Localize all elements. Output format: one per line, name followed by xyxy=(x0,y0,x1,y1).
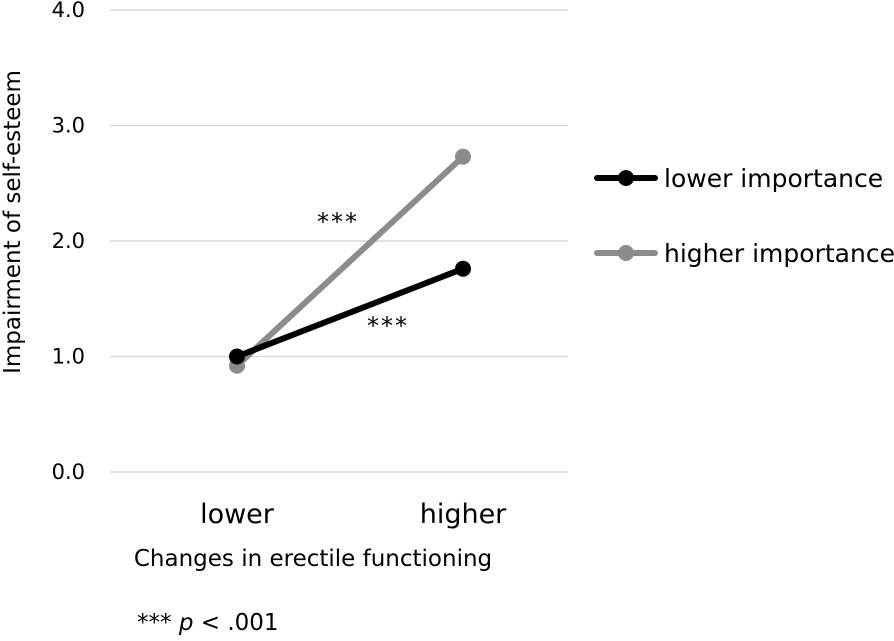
legend-label: higher importance xyxy=(664,239,894,268)
data-point xyxy=(455,148,471,165)
legend-swatch-marker xyxy=(618,245,634,261)
y-tick-label: 4.0 xyxy=(52,0,85,22)
y-axis-ticks: 0.0 1.0 2.0 3.0 4.0 xyxy=(52,0,85,484)
x-tick-label: higher xyxy=(420,499,507,530)
footnote: *** p < .001 xyxy=(137,610,279,636)
x-tick-label: lower xyxy=(200,499,275,530)
legend-label: lower importance xyxy=(664,164,883,193)
y-tick-label: 1.0 xyxy=(52,345,85,369)
legend-swatch-marker xyxy=(618,170,634,186)
footnote-p-symbol: p xyxy=(178,610,194,636)
y-axis-title: Impairment of self-esteem xyxy=(0,70,26,374)
footnote-threshold: < .001 xyxy=(200,610,279,636)
series-line xyxy=(234,153,466,369)
series-lines xyxy=(229,148,471,374)
data-point xyxy=(455,260,471,277)
x-axis-title: Changes in erectile functioning xyxy=(134,546,492,572)
series-line xyxy=(234,265,466,360)
y-tick-label: 0.0 xyxy=(52,460,85,484)
x-axis-ticks: lower higher xyxy=(200,499,507,530)
data-point xyxy=(229,348,245,365)
significance-annotation: *** xyxy=(317,208,359,236)
gridlines xyxy=(110,9,568,473)
y-tick-label: 2.0 xyxy=(52,229,85,253)
legend: lower importance higher importance xyxy=(594,164,894,268)
y-tick-label: 3.0 xyxy=(52,114,85,138)
annotations: *** *** xyxy=(317,208,409,340)
significance-annotation: *** xyxy=(367,312,409,340)
footnote-stars: *** xyxy=(137,610,172,636)
